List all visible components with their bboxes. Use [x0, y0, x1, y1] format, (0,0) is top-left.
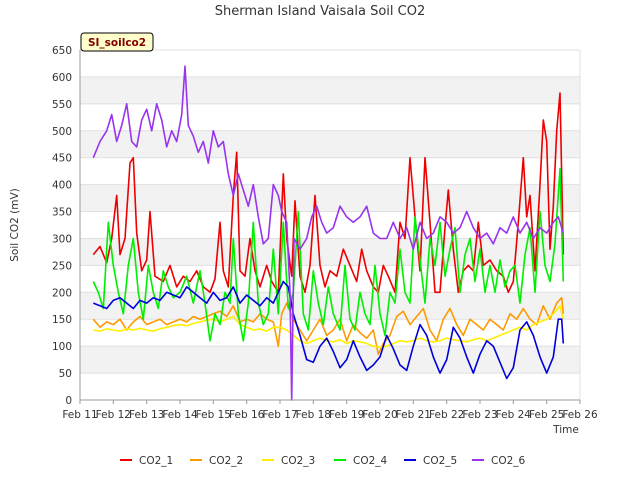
y-tick-label: 300 — [52, 233, 72, 245]
y-axis-label: Soil CO2 (mV) — [9, 188, 21, 261]
series-line-co2-5 — [93, 280, 565, 380]
series-line-co2-4 — [92, 167, 565, 342]
y-tick-label: 400 — [52, 180, 72, 192]
x-tick-label: Feb 22 — [429, 409, 464, 421]
y-tick-label: 600 — [52, 72, 72, 84]
y-tick-label: 500 — [52, 126, 72, 138]
x-tick-label: Feb 12 — [96, 409, 131, 421]
chart-title: Sherman Island Vaisala Soil CO2 — [215, 4, 425, 19]
grid-band — [80, 346, 580, 374]
site-badge-text: SI_soilco2 — [88, 37, 146, 49]
grid-band — [80, 238, 580, 266]
y-tick-label: 350 — [52, 207, 72, 219]
grid-bands — [80, 76, 580, 374]
legend-label: CO2_3 — [281, 455, 315, 467]
legend-label: CO2_6 — [491, 455, 526, 467]
x-tick-label: Feb 25 — [529, 409, 564, 421]
grid-band — [80, 130, 580, 158]
y-tick-label: 150 — [52, 314, 72, 326]
x-tick-label: Feb 17 — [262, 409, 297, 421]
y-tick-label: 0 — [65, 395, 72, 407]
x-tick-label: Feb 21 — [396, 409, 431, 421]
y-tick-label: 450 — [52, 153, 72, 165]
x-axis-label: Time — [552, 424, 579, 436]
x-tick-label: Feb 19 — [329, 409, 364, 421]
x-tick-label: Feb 23 — [462, 409, 497, 421]
y-tick-label: 650 — [52, 45, 72, 57]
y-tick-label: 50 — [59, 368, 72, 380]
y-axis-ticks: 0 50 100 150 200 250 300 350 400 450 500 550 600 650 — [52, 45, 72, 407]
legend-label: CO2_2 — [209, 455, 243, 467]
legend: CO2_1 CO2_2 CO2_3 CO2_4 CO2_5 CO2_6 — [120, 455, 526, 467]
x-tick-label: Feb 24 — [496, 409, 532, 421]
series-line-co2-3 — [93, 304, 565, 349]
x-tick-label: Feb 15 — [196, 409, 231, 421]
series-line-co2-1 — [92, 92, 565, 294]
x-tick-label: Feb 13 — [129, 409, 164, 421]
series-line-co2-2 — [92, 296, 565, 356]
grid-band — [80, 184, 580, 212]
legend-label: CO2_1 — [139, 455, 173, 467]
legend-label: CO2_4 — [353, 455, 388, 467]
x-tick-label: Feb 20 — [362, 409, 397, 421]
grid-band — [80, 76, 580, 104]
y-tick-label: 550 — [52, 99, 72, 111]
site-badge: SI_soilco2 — [80, 32, 154, 52]
x-tick-label: Feb 16 — [229, 409, 265, 421]
x-tick-label: Feb 11 — [62, 409, 97, 421]
y-tick-label: 200 — [52, 287, 72, 299]
y-tick-label: 250 — [52, 260, 72, 272]
legend-label: CO2_5 — [423, 455, 457, 467]
series-layer — [92, 65, 565, 401]
x-tick-label: Feb 26 — [562, 409, 598, 421]
x-tick-label: Feb 18 — [296, 409, 331, 421]
series-line-co2-6 — [92, 65, 565, 401]
x-tick-label: Feb 14 — [162, 409, 198, 421]
y-tick-label: 100 — [52, 341, 72, 353]
